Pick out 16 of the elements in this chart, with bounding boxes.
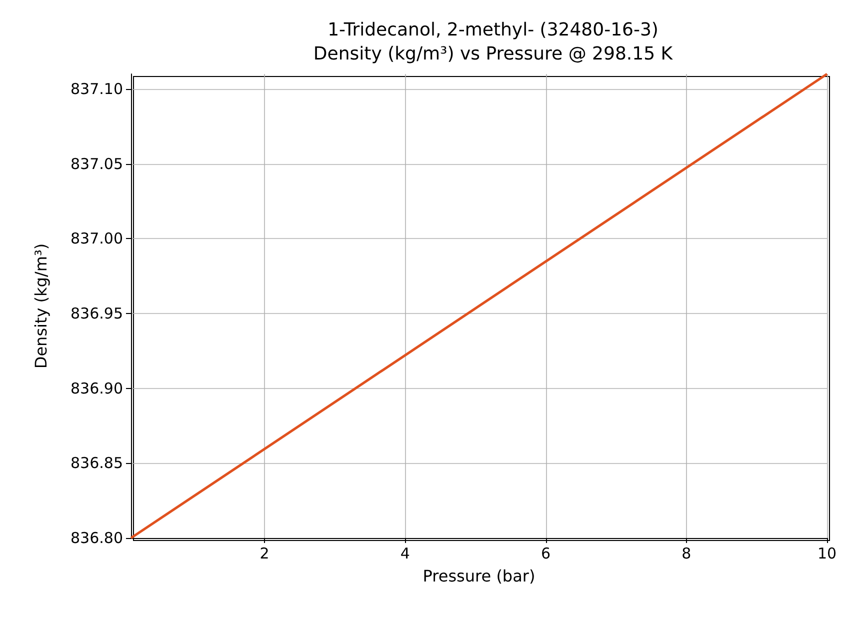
- x-tick-label: 8: [682, 544, 692, 562]
- x-axis-title: Pressure (bar): [422, 566, 536, 586]
- x-tick-label: 4: [400, 544, 410, 562]
- chart-title: 1-Tridecanol, 2-methyl- (32480-16-3): [328, 20, 658, 40]
- y-tick-label: 837.00: [70, 230, 123, 248]
- y-tick-label: 836.85: [70, 454, 123, 472]
- x-tick-label: 6: [541, 544, 551, 562]
- x-tick-label: 10: [817, 544, 837, 562]
- y-tick-label: 837.05: [70, 154, 123, 173]
- y-tick-label: 836.95: [70, 304, 123, 322]
- x-tick-label: 2: [260, 544, 270, 562]
- y-tick-label: 836.90: [70, 379, 123, 398]
- y-axis-title: Density (kg/m³): [32, 243, 50, 369]
- y-tick-label: 836.80: [70, 529, 123, 547]
- chart-subtitle: Density (kg/m³) vs Pressure @ 298.15 K: [313, 44, 674, 64]
- y-tick-label: 837.10: [70, 80, 123, 98]
